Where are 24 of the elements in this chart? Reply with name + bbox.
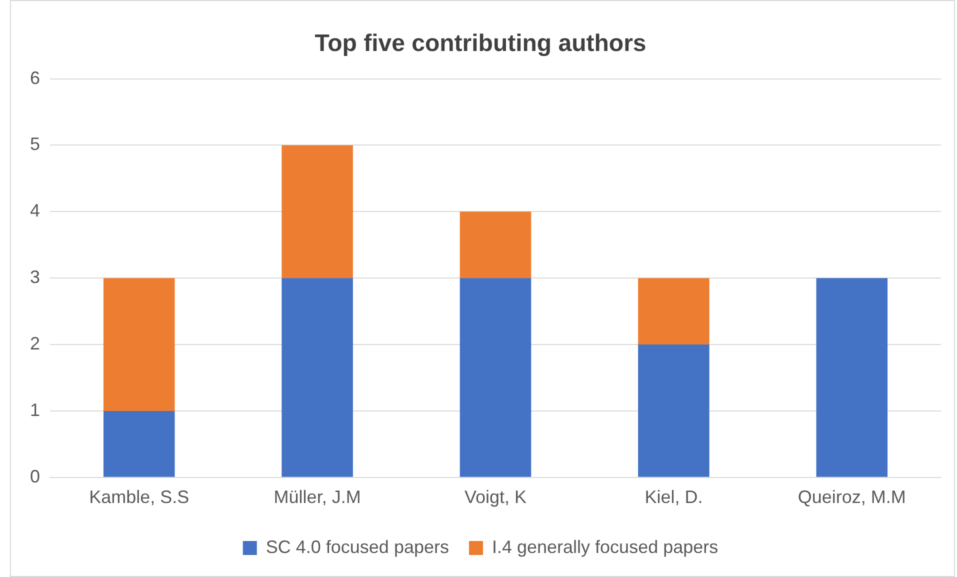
x-tick-label: Kiel, D. (644, 487, 703, 508)
x-tick-label: Voigt, K (464, 487, 527, 508)
bar (282, 145, 353, 278)
legend-label: I.4 generally focused papers (492, 536, 718, 557)
x-tick-label: Queiroz, M.M (798, 487, 906, 508)
y-tick-label: 2 (30, 334, 40, 354)
y-tick-label: 0 (30, 466, 40, 486)
bar (282, 278, 353, 477)
bar (460, 212, 532, 278)
y-tick-label: 4 (30, 200, 40, 221)
bar (460, 278, 532, 477)
y-tick-label: 3 (30, 267, 40, 288)
bar (816, 278, 888, 477)
bar (103, 278, 175, 411)
y-tick-label: 5 (30, 134, 40, 154)
bar (103, 410, 175, 477)
legend-label: SC 4.0 focused papers (266, 536, 449, 557)
x-tick-label: Kamble, S.S (89, 487, 190, 508)
bar (638, 344, 710, 477)
y-tick-label: 1 (30, 400, 40, 420)
x-tick-label: Müller, J.M (274, 487, 361, 508)
chart-title: Top five contributing authors (314, 30, 646, 58)
bar (638, 278, 710, 345)
y-tick-label: 6 (30, 68, 40, 88)
